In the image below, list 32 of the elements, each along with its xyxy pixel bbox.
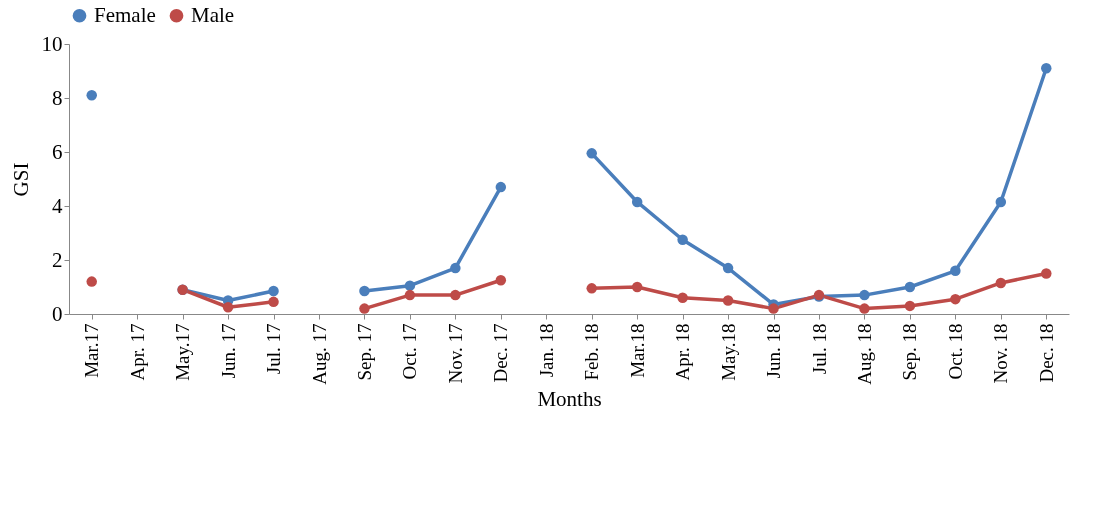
x-tick-label: Sep. 17 bbox=[353, 323, 375, 381]
x-tick-label: Jun. 18 bbox=[763, 323, 785, 379]
x-tick-label: Jan. 18 bbox=[535, 323, 557, 378]
x-tick-label: Aug. 17 bbox=[308, 323, 330, 385]
x-tick-label: Jul. 18 bbox=[808, 323, 830, 375]
y-tick-label: 10 bbox=[41, 31, 63, 56]
x-tick-label: Mar.18 bbox=[626, 323, 648, 378]
x-tick-label: Nov. 18 bbox=[990, 323, 1012, 384]
x-tick-label: Jun. 17 bbox=[217, 323, 239, 379]
y-tick-label: 6 bbox=[52, 139, 63, 164]
y-tick-label: 2 bbox=[52, 247, 63, 272]
x-tick-label: Mar.17 bbox=[81, 323, 103, 378]
legend-label: Female bbox=[94, 2, 156, 27]
y-tick-label: 0 bbox=[52, 301, 63, 326]
x-tick-label: Oct. 17 bbox=[399, 323, 421, 380]
x-tick-label: Sep. 18 bbox=[899, 323, 921, 381]
y-axis-title: GSI bbox=[8, 162, 33, 197]
x-tick-label: Apr. 17 bbox=[126, 323, 148, 381]
x-tick-label: Dec. 18 bbox=[1035, 323, 1057, 383]
x-tick-label: May.17 bbox=[172, 323, 194, 381]
x-tick-label: Jul. 17 bbox=[263, 323, 285, 375]
x-tick-label: Oct. 18 bbox=[944, 323, 966, 380]
x-tick-label: May.18 bbox=[717, 323, 739, 381]
x-tick-label: Aug. 18 bbox=[853, 323, 875, 385]
x-axis-title: Months bbox=[537, 386, 602, 411]
x-tick-label: Nov. 17 bbox=[444, 323, 466, 384]
x-tick-label: Dec. 17 bbox=[490, 323, 512, 383]
x-tick-label: Apr. 18 bbox=[672, 323, 694, 381]
x-tick-label: Feb. 18 bbox=[581, 323, 603, 381]
y-tick-label: 4 bbox=[52, 193, 63, 218]
legend-label: Male bbox=[191, 2, 235, 27]
y-tick-label: 8 bbox=[52, 85, 63, 110]
